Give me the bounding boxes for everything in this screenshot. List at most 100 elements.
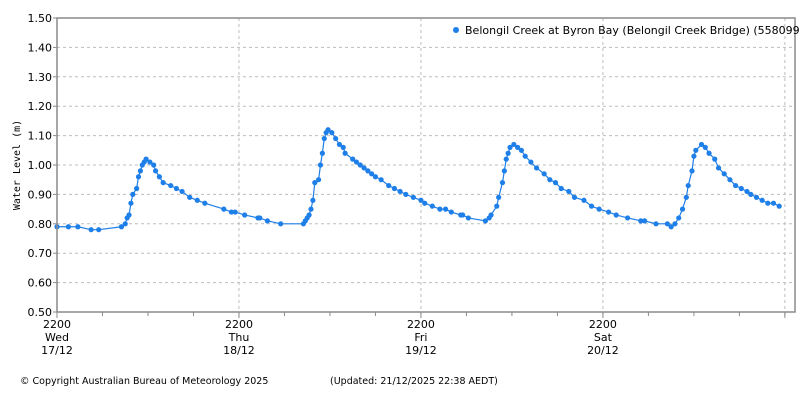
data-point	[257, 215, 263, 221]
data-point	[518, 147, 525, 153]
data-point	[143, 156, 149, 162]
data-point	[429, 203, 435, 209]
series	[54, 127, 782, 233]
x-tick-label-date: 17/12	[41, 344, 73, 357]
data-point	[541, 171, 547, 177]
data-point	[278, 221, 284, 227]
data-point	[156, 174, 162, 180]
data-point	[482, 218, 488, 224]
data-point	[319, 150, 325, 156]
data-point	[372, 174, 379, 180]
data-point	[770, 200, 777, 206]
data-point	[202, 200, 208, 206]
data-point	[776, 203, 782, 209]
data-point	[503, 156, 509, 162]
data-point	[765, 200, 771, 206]
data-point	[134, 185, 140, 192]
data-point	[748, 191, 754, 197]
data-point	[194, 197, 200, 203]
data-point	[242, 212, 248, 218]
data-point	[738, 185, 744, 192]
data-point	[664, 221, 670, 227]
y-tick-label: 0.50	[28, 306, 53, 319]
data-point	[558, 185, 564, 192]
data-point	[712, 156, 718, 162]
data-point	[357, 162, 363, 168]
x-tick-label-time: 2200	[43, 318, 71, 331]
data-point	[353, 159, 360, 165]
data-point	[173, 185, 180, 192]
data-point	[715, 165, 722, 171]
data-point	[418, 197, 424, 203]
y-axis-label: Water Level (m)	[12, 120, 23, 210]
data-point	[147, 159, 153, 165]
copyright-text: © Copyright Australian Bureau of Meteoro…	[20, 376, 268, 387]
legend-label: Belongil Creek at Byron Bay (Belongil Cr…	[465, 24, 800, 37]
data-point	[672, 221, 678, 227]
y-tick-label: 0.90	[28, 188, 53, 201]
data-point	[547, 177, 553, 183]
data-point	[321, 135, 327, 142]
data-point	[505, 150, 511, 156]
data-point	[668, 224, 674, 230]
data-point	[312, 180, 318, 186]
data-point	[638, 218, 644, 224]
data-point	[378, 177, 384, 183]
axes: 0.50 0.60 0.70 0.80 0.90 1.00 1.10 1.20 1.30 1.40…	[28, 12, 786, 357]
data-point	[501, 168, 507, 174]
plot-frame	[56, 17, 796, 313]
data-point	[613, 212, 619, 218]
data-point	[128, 200, 134, 206]
data-point	[693, 147, 699, 153]
data-point	[528, 159, 534, 165]
data-point	[306, 212, 312, 218]
data-point	[448, 209, 454, 215]
data-point	[533, 165, 540, 171]
y-tick-label: 1.50	[28, 12, 53, 25]
data-point	[507, 144, 513, 150]
data-point	[264, 218, 271, 224]
data-point	[706, 150, 712, 156]
y-tick-label: 1.30	[28, 71, 53, 84]
data-point	[588, 203, 595, 209]
series-line	[57, 128, 780, 231]
data-point	[342, 150, 348, 156]
legend-marker	[453, 27, 459, 33]
data-point	[511, 141, 517, 148]
data-point	[386, 182, 392, 189]
data-point	[442, 206, 449, 212]
data-point	[151, 162, 157, 168]
grid	[57, 18, 795, 312]
data-point	[422, 200, 428, 206]
y-tick-label: 0.80	[28, 218, 53, 231]
data-point	[152, 168, 159, 174]
data-point	[642, 218, 648, 224]
data-point	[160, 180, 166, 186]
data-point	[727, 177, 733, 183]
data-point	[137, 168, 144, 174]
x-tick-label-date: 20/12	[587, 344, 619, 357]
y-tick-label: 0.70	[28, 247, 53, 260]
data-point	[187, 194, 193, 200]
data-point	[581, 197, 587, 203]
data-point	[333, 135, 339, 142]
data-point	[221, 206, 227, 212]
data-point	[403, 191, 409, 197]
data-point	[653, 221, 659, 227]
y-tick-label: 0.60	[28, 277, 53, 290]
data-point	[689, 168, 695, 174]
x-tick-label-day: Fri	[414, 331, 427, 344]
data-point	[698, 141, 705, 148]
data-point	[391, 185, 398, 192]
data-point	[721, 171, 727, 177]
data-point	[744, 188, 750, 195]
data-point	[315, 177, 322, 183]
data-point	[515, 144, 521, 150]
y-tick-label: 1.40	[28, 41, 53, 54]
data-point	[624, 215, 631, 221]
y-tick-label: 1.10	[28, 130, 53, 143]
data-point	[329, 130, 335, 136]
data-point	[596, 206, 602, 212]
data-point	[325, 127, 331, 133]
